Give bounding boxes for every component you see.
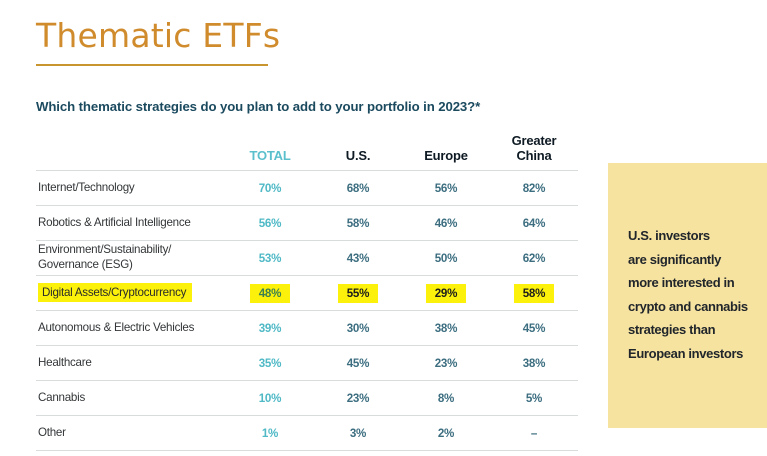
cell-total: 1% xyxy=(261,426,279,440)
cell-us: 68% xyxy=(346,181,370,195)
cell-europe: 2% xyxy=(437,426,455,440)
cell-europe: 8% xyxy=(437,391,455,405)
table-row-highlighted: Digital Assets/Cryptocurrency 48% 55% 29… xyxy=(36,275,578,311)
row-label: Autonomous & Electric Vehicles xyxy=(38,320,195,334)
column-header-greater-china-line2: China xyxy=(516,147,552,163)
cell-total: 35% xyxy=(258,356,282,370)
page-title: Thematic ETFs xyxy=(36,16,281,55)
cell-us-highlight: 55% xyxy=(337,283,379,303)
callout-line-3: more interested in xyxy=(628,275,735,290)
cell-greater-china: 45% xyxy=(522,321,546,335)
row-label: Robotics & Artificial Intelligence xyxy=(38,215,191,229)
survey-question-subtitle: Which thematic strategies do you plan to… xyxy=(36,99,481,114)
row-label: Environment/Sustainability/Governance (E… xyxy=(36,241,226,276)
callout-line-4: crypto and cannabis xyxy=(628,298,748,314)
column-header-europe: Europe xyxy=(424,147,468,163)
title-underline-rule xyxy=(36,64,268,66)
cell-europe: 46% xyxy=(434,216,458,230)
cell-total-highlight: 48% xyxy=(249,283,291,303)
cell-us: 3% xyxy=(349,426,367,440)
cell-total: 53% xyxy=(258,251,282,265)
table-header: TOTAL U.S. Europe Greater China xyxy=(36,133,578,171)
table-body: Internet/Technology 70% 68% 56% 82% Robo… xyxy=(36,170,578,451)
cell-greater-china: 64% xyxy=(522,216,546,230)
cell-us: 45% xyxy=(346,356,370,370)
cell-total: 39% xyxy=(258,321,282,335)
callout-line-2: are significantly xyxy=(628,251,722,267)
cell-greater-china: 82% xyxy=(522,181,546,195)
column-header-us: U.S. xyxy=(345,147,371,163)
callout-line-1: U.S. investors xyxy=(628,228,710,243)
cell-europe: 56% xyxy=(434,181,458,195)
table-row: Environment/Sustainability/Governance (E… xyxy=(36,240,578,276)
insight-callout-text: U.S. investors are significantly more in… xyxy=(628,224,760,365)
cell-us: 58% xyxy=(346,216,370,230)
row-label: Healthcare xyxy=(38,355,92,369)
thematic-strategies-table: TOTAL U.S. Europe Greater China Internet/… xyxy=(36,133,578,451)
cell-europe-highlight: 29% xyxy=(425,283,467,303)
table-row: Robotics & Artificial Intelligence 56% 5… xyxy=(36,205,578,241)
cell-us: 23% xyxy=(346,391,370,405)
cell-greater-china-highlight: 58% xyxy=(513,283,555,303)
row-label-line1: Environment/Sustainability/ xyxy=(38,243,172,257)
table-row: Healthcare 35% 45% 23% 38% xyxy=(36,345,578,381)
column-header-greater-china: Greater China xyxy=(490,133,578,171)
cell-greater-china: 5% xyxy=(525,391,543,405)
cell-us: 43% xyxy=(346,251,370,265)
cell-greater-china: – xyxy=(530,426,538,440)
row-label: Other xyxy=(38,425,66,439)
cell-us: 30% xyxy=(346,321,370,335)
table-row: Cannabis 10% 23% 8% 5% xyxy=(36,380,578,416)
table-row: Autonomous & Electric Vehicles 39% 30% 3… xyxy=(36,310,578,346)
callout-line-5: strategies than xyxy=(628,322,716,337)
column-header-strategy xyxy=(36,134,226,171)
cell-europe: 38% xyxy=(434,321,458,335)
table-header-row: TOTAL U.S. Europe Greater China xyxy=(36,133,578,171)
cell-greater-china: 38% xyxy=(522,356,546,370)
row-label-line2: Governance (ESG) xyxy=(38,258,133,272)
cell-europe: 50% xyxy=(434,251,458,265)
row-label-highlight: Digital Assets/Cryptocurrency xyxy=(38,282,193,302)
row-label: Digital Assets/Cryptocurrency xyxy=(36,276,226,311)
table-row: Internet/Technology 70% 68% 56% 82% xyxy=(36,170,578,206)
column-header-greater-china-line1: Greater xyxy=(511,133,557,148)
row-label: Cannabis xyxy=(38,390,85,404)
column-header-total: TOTAL xyxy=(249,147,291,163)
thematic-strategies-table-wrapper: TOTAL U.S. Europe Greater China Internet/… xyxy=(36,133,578,451)
cell-europe: 23% xyxy=(434,356,458,370)
cell-us: 55% xyxy=(314,276,402,311)
cell-total: 10% xyxy=(258,391,282,405)
cell-greater-china: 58% xyxy=(490,276,578,311)
table-row: Other 1% 3% 2% – xyxy=(36,415,578,451)
row-label: Internet/Technology xyxy=(38,180,135,194)
cell-greater-china: 62% xyxy=(522,251,546,265)
cell-europe: 29% xyxy=(402,276,490,311)
cell-total: 70% xyxy=(258,181,282,195)
cell-total: 56% xyxy=(258,216,282,230)
callout-line-6: European investors xyxy=(628,345,744,361)
insight-callout-box: U.S. investors are significantly more in… xyxy=(608,163,767,428)
cell-total: 48% xyxy=(226,276,314,311)
